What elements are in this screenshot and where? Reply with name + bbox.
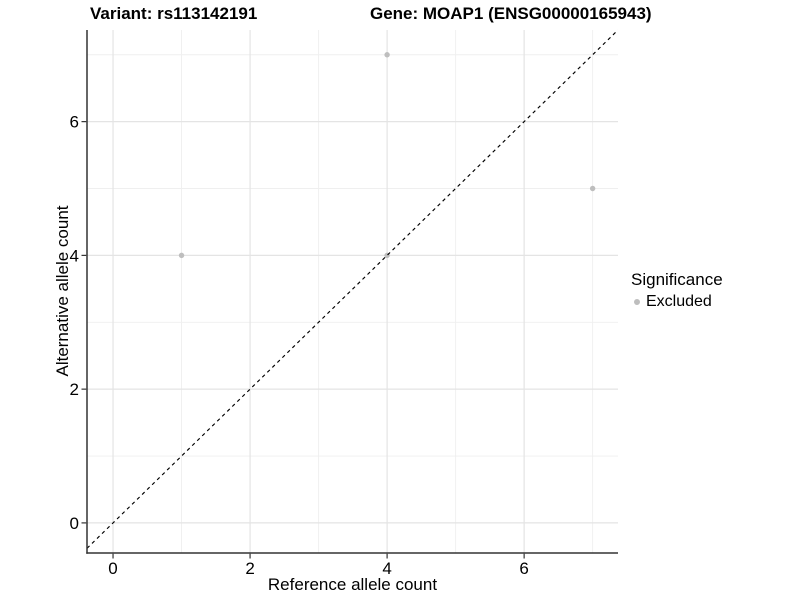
data-point bbox=[589, 185, 596, 192]
legend-item: Excluded bbox=[631, 293, 723, 311]
legend-point-icon bbox=[634, 299, 640, 305]
legend-items: Excluded bbox=[631, 293, 723, 311]
x-tick-label: 4 bbox=[382, 559, 391, 578]
x-tick-label: 2 bbox=[245, 559, 254, 578]
legend: Significance Excluded bbox=[631, 270, 723, 311]
y-tick-label: 4 bbox=[70, 246, 79, 265]
y-axis-title: Alternative allele count bbox=[53, 205, 72, 377]
y-tick-label: 2 bbox=[70, 380, 79, 399]
x-axis-title: Reference allele count bbox=[267, 575, 438, 594]
gene-title: Gene: MOAP1 (ENSG00000165943) bbox=[370, 4, 652, 23]
data-point bbox=[178, 252, 185, 259]
data-point bbox=[384, 52, 390, 58]
legend-item-label: Excluded bbox=[646, 293, 712, 310]
identity-line bbox=[86, 29, 619, 549]
y-tick-label: 0 bbox=[70, 514, 79, 533]
x-tick-label: 0 bbox=[108, 559, 117, 578]
legend-title: Significance bbox=[631, 270, 723, 289]
x-tick-label: 6 bbox=[519, 559, 528, 578]
y-tick-label: 6 bbox=[70, 113, 79, 132]
variant-title: Variant: rs113142191 bbox=[90, 4, 258, 23]
